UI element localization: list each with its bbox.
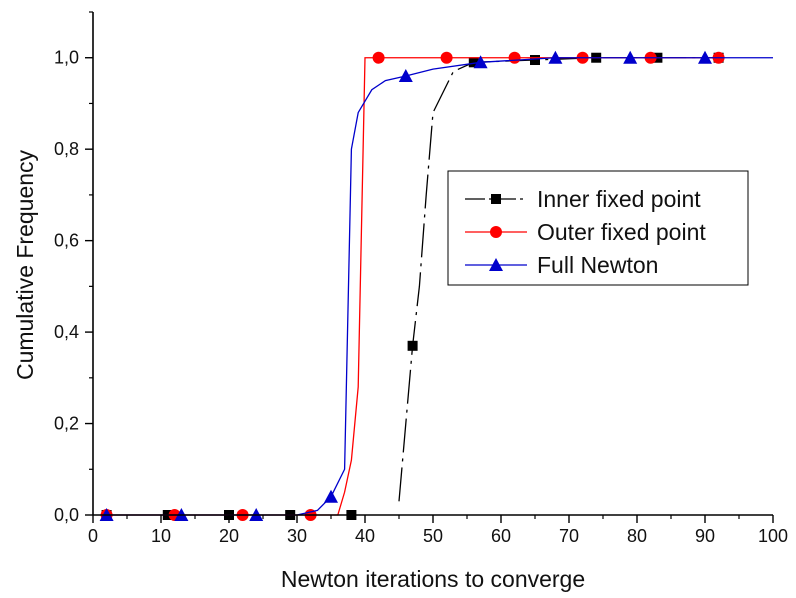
x-tick-label: 50 [423, 526, 443, 546]
series-line [106, 57, 773, 516]
legend-label: Inner fixed point [537, 186, 701, 212]
x-tick-label: 60 [491, 526, 511, 546]
legend-label: Full Newton [537, 252, 658, 278]
x-tick-label: 70 [559, 526, 579, 546]
x-tick-label: 90 [695, 526, 715, 546]
data-point-square [468, 57, 479, 68]
y-tick-label: 1,0 [54, 48, 79, 68]
data-point-triangle [473, 55, 488, 69]
data-point-square [530, 55, 540, 66]
y-axis-title: Cumulative Frequency [12, 149, 38, 380]
x-tick-label: 100 [758, 526, 788, 546]
legend-marker-circle [490, 226, 502, 238]
y-tick-label: 0,2 [54, 414, 79, 434]
data-point-triangle [623, 50, 638, 64]
y-tick-label: 0,0 [54, 505, 79, 525]
x-ticks: 0 10 20 30 40 50 60 70 80 90 100 [88, 515, 788, 546]
x-tick-label: 10 [151, 526, 171, 546]
axes: 0 10 20 30 40 50 60 70 80 90 100 0,0 0,2 0,4 0,6 0,8 1,… [54, 11, 788, 546]
legend-marker-triangle [489, 258, 503, 271]
x-axis-title: Newton iterations to converge [281, 566, 585, 592]
legend: Inner fixed point Outer fixed point Full N… [447, 170, 749, 286]
series-line [106, 57, 719, 516]
legend-item-inner-fixed-point: Inner fixed point [465, 186, 701, 212]
y-ticks: 0,0 0,2 0,4 0,6 0,8 1,0 [54, 11, 93, 525]
data-point-triangle [698, 50, 712, 64]
series-outer-fixed-point [100, 51, 725, 521]
data-point-square [407, 340, 418, 351]
data-point-circle [508, 51, 521, 64]
y-tick-label: 0,8 [54, 139, 79, 159]
series-inner-fixed-point [101, 52, 724, 520]
x-tick-label: 80 [627, 526, 647, 546]
legend-label: Outer fixed point [537, 219, 706, 245]
series-full-newton [99, 50, 773, 521]
x-tick-label: 0 [88, 526, 98, 546]
data-point-triangle [548, 50, 563, 64]
y-tick-label: 0,6 [54, 231, 79, 251]
x-tick-label: 20 [219, 526, 239, 546]
legend-item-outer-fixed-point: Outer fixed point [465, 219, 706, 245]
data-point-circle [372, 51, 385, 64]
y-tick-label: 0,4 [54, 322, 79, 342]
x-tick-label: 30 [287, 526, 307, 546]
data-point-triangle [324, 489, 338, 503]
legend-item-full-newton: Full Newton [465, 252, 658, 278]
data-point-circle [440, 51, 453, 64]
x-tick-label: 40 [355, 526, 375, 546]
data-point-triangle [398, 69, 413, 83]
legend-marker-square [491, 194, 501, 204]
plot-series [99, 50, 773, 521]
